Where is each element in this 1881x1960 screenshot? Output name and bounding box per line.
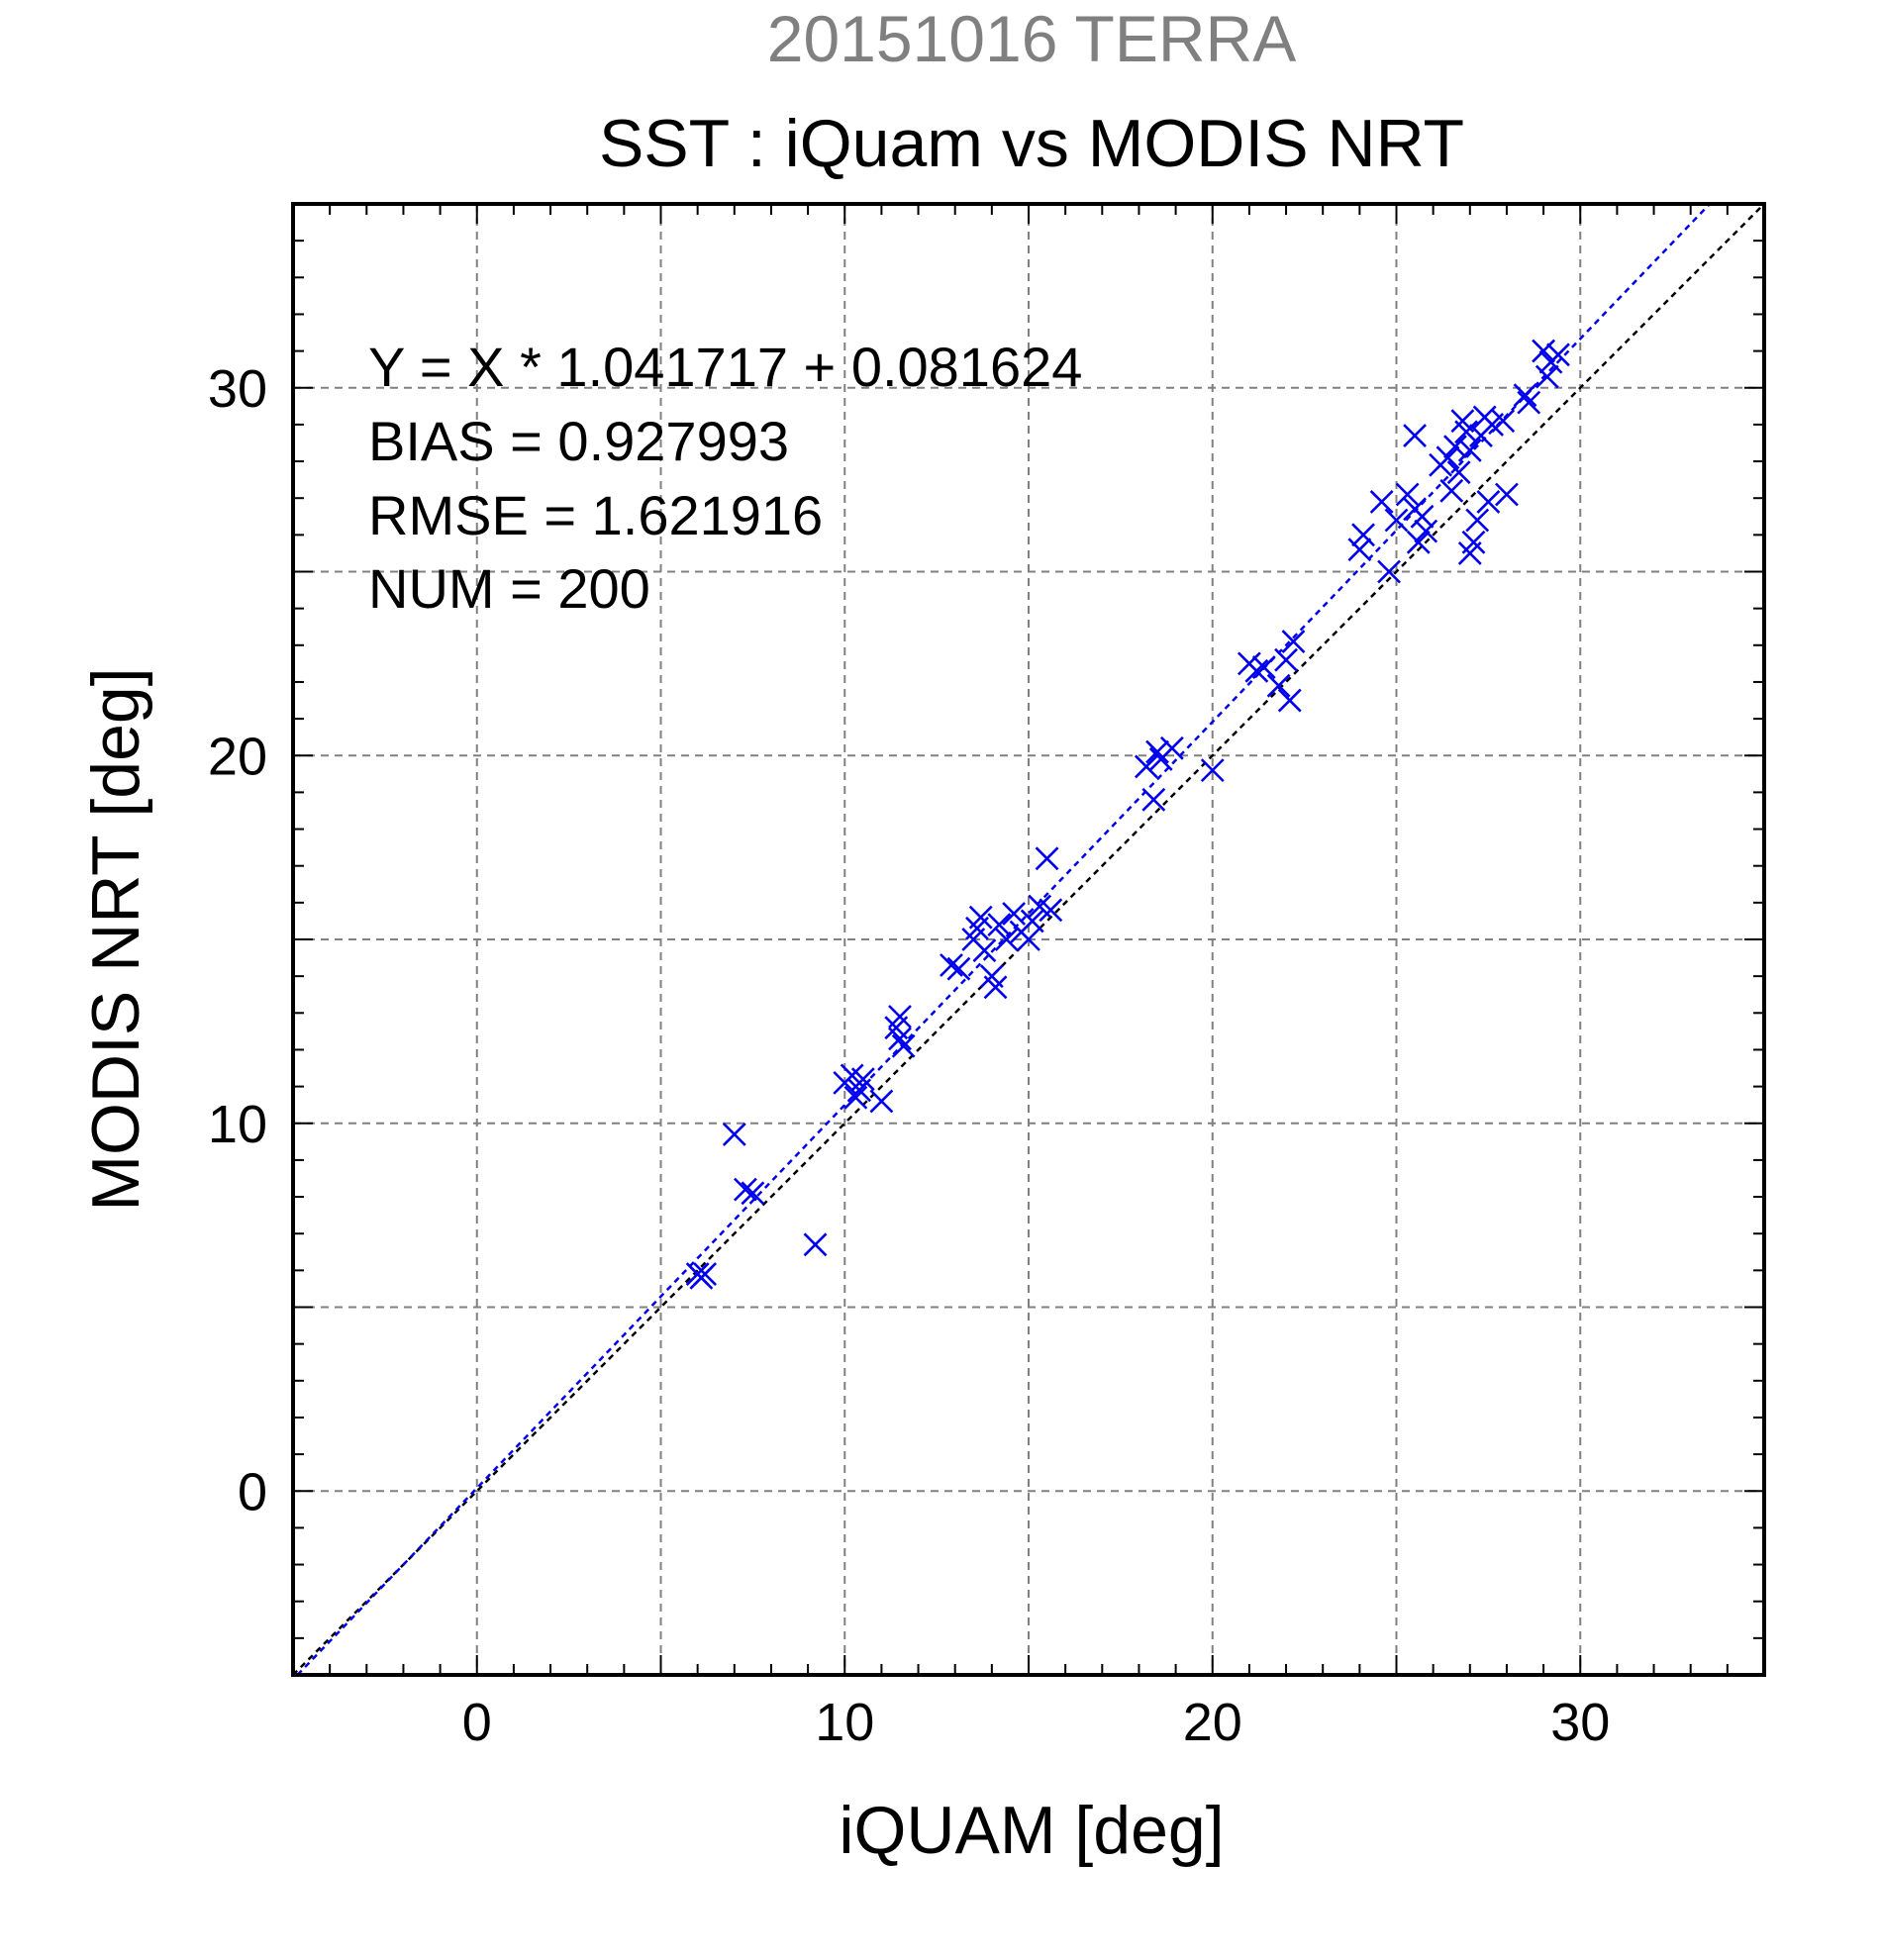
y-axis-label: MODIS NRT [deg] (78, 667, 153, 1211)
data-point (884, 1016, 909, 1040)
data-point (1406, 530, 1431, 554)
plot-frame (291, 202, 1766, 1677)
data-point (1443, 435, 1467, 459)
data-point (1384, 508, 1409, 533)
data-point (1546, 343, 1570, 367)
y-tick-label: 0 (238, 1462, 267, 1521)
data-point (1377, 559, 1401, 584)
chart-date-title: 20151016 TERRA (767, 2, 1296, 75)
data-point (1414, 519, 1438, 543)
regression-line (296, 203, 1711, 1676)
x-tick-label: 30 (1550, 1693, 1610, 1752)
data-point (869, 1089, 894, 1114)
data-point (972, 938, 997, 963)
y-tick-labels: 0 10 20 30 (208, 359, 267, 1522)
data-point (1351, 523, 1375, 547)
data-point (1277, 688, 1302, 713)
x-axis-label: iQUAM [deg] (839, 1793, 1224, 1868)
data-point (968, 905, 993, 930)
y-tick-label: 30 (208, 359, 267, 419)
data-point (1395, 482, 1420, 507)
data-point (850, 1067, 875, 1092)
stats-bias: BIAS = 0.927993 (368, 410, 789, 472)
data-point (1134, 754, 1158, 779)
data-point (1039, 898, 1063, 923)
data-point (1145, 739, 1169, 764)
data-point (741, 1181, 765, 1206)
data-point (1200, 758, 1225, 783)
data-point (1020, 909, 1044, 933)
data-point (1141, 787, 1166, 812)
data-point (940, 953, 963, 977)
stats-rmse: RMSE = 1.621916 (368, 484, 823, 546)
data-point (1002, 902, 1027, 926)
stats-regression: Y = X * 1.041717 + 0.081624 (368, 336, 1082, 398)
data-point (1476, 489, 1501, 514)
data-point (734, 1177, 757, 1202)
data-point (891, 1033, 916, 1058)
data-point (722, 1122, 746, 1146)
data-point (803, 1232, 828, 1257)
data-point (987, 913, 1012, 937)
data-point (1251, 655, 1276, 680)
data-point (1244, 658, 1269, 683)
data-point (1532, 339, 1556, 363)
data-point (1457, 438, 1482, 462)
data-point (1436, 445, 1460, 470)
data-point (1266, 673, 1291, 698)
data-point (1495, 482, 1519, 507)
x-tick-label: 10 (815, 1693, 874, 1752)
data-point (1281, 630, 1306, 654)
data-point (1410, 504, 1435, 529)
data-points (685, 339, 1570, 1290)
data-point (983, 975, 1008, 1000)
y-tick-label: 20 (208, 727, 267, 786)
data-point (1454, 420, 1478, 444)
data-point (1513, 383, 1537, 408)
data-point (1159, 735, 1184, 760)
data-point (843, 1085, 868, 1110)
data-point (1461, 530, 1486, 554)
data-point (1491, 409, 1516, 434)
data-point (946, 956, 971, 981)
data-point (1403, 424, 1427, 447)
x-tick-labels: 0 10 20 30 (462, 1693, 1611, 1752)
data-point (1035, 846, 1059, 871)
chart-title: SST : iQuam vs MODIS NRT (599, 106, 1464, 181)
data-point (1517, 390, 1541, 415)
data-point (994, 928, 1019, 951)
y-tick-label: 10 (208, 1095, 267, 1154)
data-point (1446, 460, 1471, 485)
stats-box: Y = X * 1.041717 + 0.081624 BIAS = 0.927… (368, 336, 1082, 620)
stats-num: NUM = 200 (368, 557, 650, 620)
data-point (1534, 364, 1559, 389)
data-point (1465, 508, 1490, 533)
x-tick-label: 0 (462, 1693, 492, 1752)
data-point (1369, 489, 1394, 514)
data-point (1274, 647, 1298, 672)
data-point (1017, 928, 1040, 951)
data-point (1439, 478, 1464, 503)
x-tick-label: 20 (1183, 1693, 1242, 1752)
data-point (693, 1262, 717, 1286)
data-point (1347, 538, 1372, 562)
